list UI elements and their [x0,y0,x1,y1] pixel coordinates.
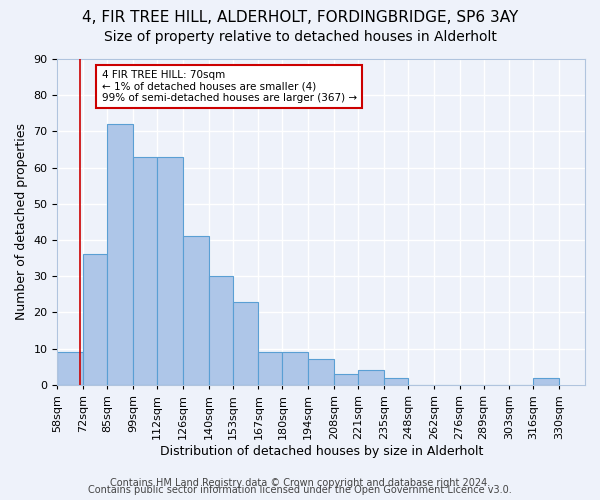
X-axis label: Distribution of detached houses by size in Alderholt: Distribution of detached houses by size … [160,444,483,458]
Bar [183,236,209,385]
Y-axis label: Number of detached properties: Number of detached properties [15,124,28,320]
Bar [233,302,259,385]
Bar [384,378,408,385]
Bar [107,124,133,385]
Text: Contains HM Land Registry data © Crown copyright and database right 2024.: Contains HM Land Registry data © Crown c… [110,478,490,488]
Text: 4 FIR TREE HILL: 70sqm
← 1% of detached houses are smaller (4)
99% of semi-detac: 4 FIR TREE HILL: 70sqm ← 1% of detached … [101,70,357,103]
Bar [283,352,308,385]
Bar [533,378,559,385]
Bar [83,254,107,385]
Bar [358,370,384,385]
Bar [58,352,83,385]
Text: Contains public sector information licensed under the Open Government Licence v3: Contains public sector information licen… [88,485,512,495]
Bar [157,156,183,385]
Bar [133,156,157,385]
Text: Size of property relative to detached houses in Alderholt: Size of property relative to detached ho… [104,30,496,44]
Bar [209,276,233,385]
Text: 4, FIR TREE HILL, ALDERHOLT, FORDINGBRIDGE, SP6 3AY: 4, FIR TREE HILL, ALDERHOLT, FORDINGBRID… [82,10,518,25]
Bar [334,374,358,385]
Bar [259,352,283,385]
Bar [308,360,334,385]
